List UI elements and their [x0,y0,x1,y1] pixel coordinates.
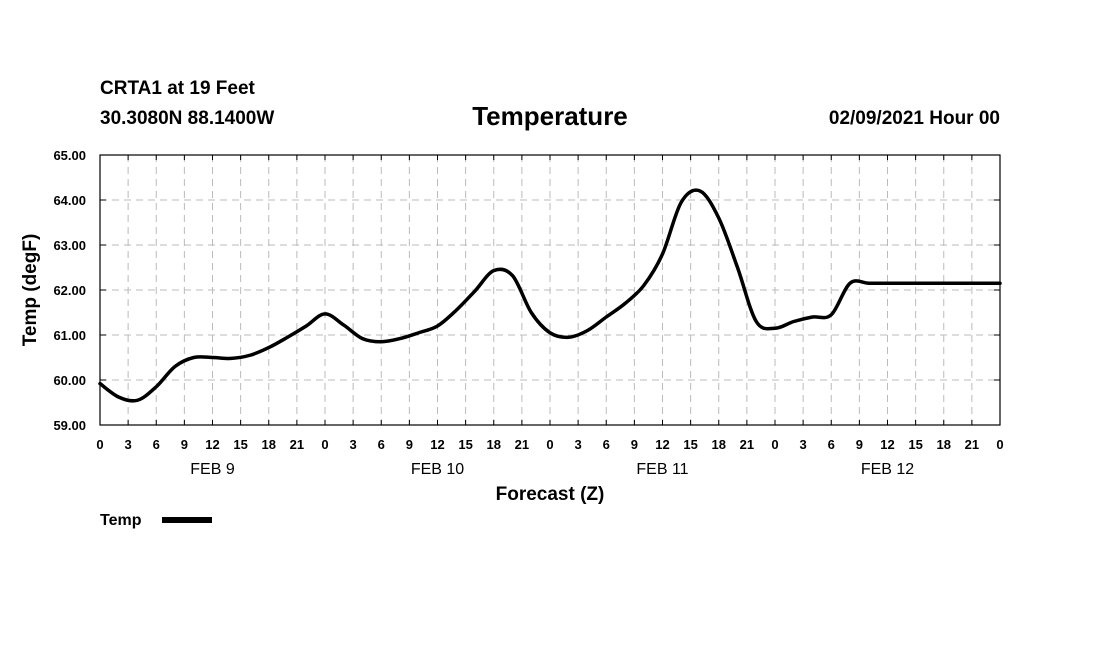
x-tick-label: 18 [712,437,726,452]
x-tick-label: 6 [603,437,610,452]
x-tick-label: 9 [406,437,413,452]
x-tick-label: 3 [125,437,132,452]
day-label: FEB 9 [190,461,235,478]
x-tick-label: 18 [937,437,951,452]
axis-ticks [99,154,1001,426]
chart-title: Temperature [472,101,628,131]
x-tick-label: 9 [856,437,863,452]
x-tick-label: 0 [96,437,103,452]
x-tick-label: 15 [458,437,472,452]
day-label: FEB 12 [861,461,914,478]
x-tick-label: 21 [965,437,979,452]
day-labels: FEB 9 FEB 10 FEB 11 FEB 12 [190,461,914,478]
coords-label: 30.3080N 88.1400W [100,108,274,129]
x-tick-label: 0 [546,437,553,452]
x-tick-label: 21 [740,437,754,452]
x-tick-label: 6 [153,437,160,452]
x-tick-label: 15 [683,437,697,452]
grid-lines [100,155,1000,425]
x-tick-labels: 0 3 6 9 12 15 18 21 0 3 6 9 12 15 18 21 0 3 6 9 12 15 18 21 0 3 6 9… [96,437,1003,452]
y-tick-label: 59.00 [53,418,86,433]
x-tick-label: 21 [290,437,304,452]
run-time-label: 02/09/2021 Hour 00 [829,108,1000,129]
x-tick-label: 0 [996,437,1003,452]
x-tick-label: 15 [233,437,247,452]
y-axis-label: Temp (degF) [20,234,41,347]
day-label: FEB 11 [636,461,688,478]
y-tick-label: 60.00 [53,373,86,388]
y-tick-label: 61.00 [53,328,86,343]
y-tick-label: 65.00 [53,148,86,163]
legend-label: Temp [100,512,142,529]
x-tick-label: 12 [430,437,444,452]
y-tick-labels: 59.00 60.00 61.00 62.00 63.00 64.00 65.00 [53,148,86,433]
x-tick-label: 9 [631,437,638,452]
x-tick-label: 3 [800,437,807,452]
x-tick-label: 18 [262,437,276,452]
x-tick-label: 12 [205,437,219,452]
y-tick-label: 64.00 [53,193,86,208]
station-label: CRTA1 at 19 Feet [100,78,256,99]
day-label: FEB 10 [411,461,464,478]
x-tick-label: 12 [655,437,669,452]
x-tick-label: 6 [378,437,385,452]
temp-series-line [98,188,1002,403]
y-tick-label: 62.00 [53,283,86,298]
x-tick-label: 6 [828,437,835,452]
x-tick-label: 3 [350,437,357,452]
x-axis-label: Forecast (Z) [496,484,605,505]
y-tick-label: 63.00 [53,238,86,253]
x-tick-label: 15 [908,437,922,452]
x-tick-label: 12 [880,437,894,452]
legend: Temp [100,512,212,529]
x-tick-label: 9 [181,437,188,452]
x-tick-label: 18 [487,437,501,452]
x-tick-label: 0 [321,437,328,452]
x-tick-label: 21 [515,437,529,452]
x-tick-label: 3 [575,437,582,452]
x-tick-label: 0 [771,437,778,452]
